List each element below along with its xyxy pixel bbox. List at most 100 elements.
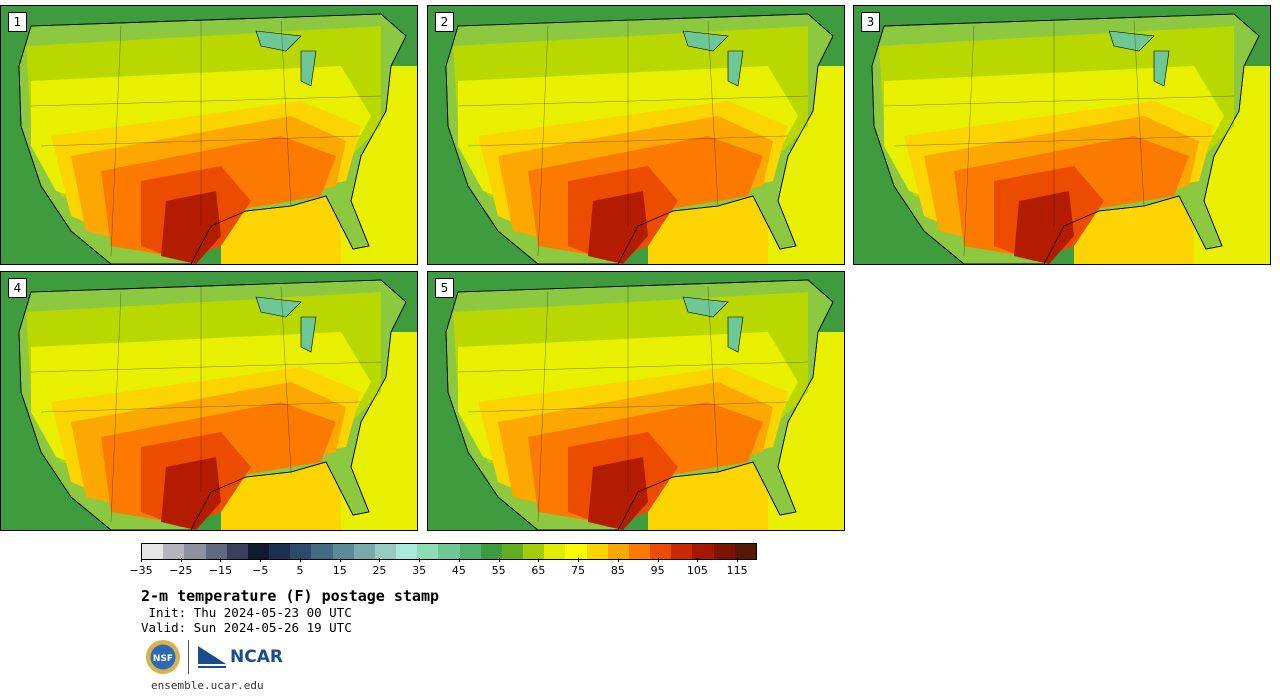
colorbar-tick-label: 55 — [491, 564, 506, 577]
colorbar-swatch — [396, 544, 418, 559]
temperature-contour — [588, 191, 648, 264]
colorbar-swatch — [417, 544, 439, 559]
ensemble-member-panel-3[interactable]: 3 — [853, 5, 1271, 265]
colorbar-tick — [419, 558, 421, 562]
ensemble-member-panel-5[interactable]: 5 — [427, 271, 845, 531]
colorbar-swatch — [459, 544, 481, 559]
temperature-map — [428, 272, 844, 530]
colorbar-tick-label: 25 — [372, 564, 387, 577]
colorbar-tick-label: −25 — [169, 564, 193, 577]
footer-link[interactable]: ensemble.ucar.edu — [151, 679, 264, 692]
temperature-contour — [1014, 191, 1074, 264]
colorbar-swatch — [438, 544, 460, 559]
colorbar-tick — [260, 558, 262, 562]
colorbar-tick-label: 105 — [686, 564, 708, 577]
colorbar-tick-label: 75 — [571, 564, 586, 577]
init-time: Init: Thu 2024-05-23 00 UTC — [141, 605, 352, 620]
ensemble-member-panel-1[interactable]: 1 — [0, 5, 418, 265]
ncar-logo-text: NCAR — [230, 647, 283, 667]
colorbar-tick — [220, 558, 222, 562]
plot-title: 2-m temperature (F) postage stamp — [141, 587, 440, 605]
coastline — [445, 13, 834, 264]
colorbar-tick-label: 95 — [650, 564, 665, 577]
temperature-map — [428, 6, 844, 264]
colorbar-swatch — [628, 544, 651, 559]
colorbar-swatch — [374, 544, 397, 559]
member-number-label: 3 — [861, 12, 880, 32]
colorbar-tick — [498, 558, 500, 562]
nsf-logo-icon: NSF — [146, 640, 180, 674]
state-borders — [457, 286, 809, 523]
valid-time: Valid: Sun 2024-05-26 19 UTC — [141, 620, 352, 635]
colorbar-swatch — [544, 544, 566, 559]
colorbar-tick-label: 45 — [451, 564, 466, 577]
great-lakes — [1108, 30, 1155, 52]
ensemble-member-panel-2[interactable]: 2 — [427, 5, 845, 265]
colorbar-swatch — [671, 544, 693, 559]
colorbar-tick — [339, 558, 341, 562]
coastline — [18, 279, 407, 530]
colorbar-swatch — [692, 544, 714, 559]
colorbar-swatch — [713, 544, 735, 559]
colorbar-swatch — [247, 544, 270, 559]
coastline — [18, 13, 407, 264]
state-borders — [883, 20, 1235, 257]
colorbar-swatch — [353, 544, 375, 559]
colorbar-swatch — [523, 544, 545, 559]
colorbar-swatch — [163, 544, 185, 559]
state-borders — [30, 286, 382, 523]
colorbar-tick — [578, 558, 580, 562]
lake-michigan — [300, 316, 317, 353]
colorbar-tick — [697, 558, 699, 562]
colorbar-tick-label: 15 — [332, 564, 347, 577]
great-lakes — [682, 296, 729, 318]
colorbar-tick-labels: −35 −25 −15 −5 5 15 25 35 45 55 65 75 85 95 105 115 — [129, 558, 757, 577]
colorbar-swatch — [607, 544, 629, 559]
colorbar-tick — [180, 558, 182, 562]
member-number-label: 2 — [435, 12, 454, 32]
colorbar-swatch — [205, 544, 227, 559]
colorbar-tick — [299, 558, 301, 562]
state-borders — [457, 20, 809, 257]
lake-michigan — [300, 50, 317, 87]
colorbar-tick — [538, 558, 540, 562]
member-number-label: 1 — [8, 12, 27, 32]
colorbar-tick-label: 65 — [531, 564, 546, 577]
great-lakes — [255, 30, 302, 52]
colorbar-tick — [379, 558, 381, 562]
colorbar-swatch — [650, 544, 672, 559]
colorbar-tick — [657, 558, 659, 562]
colorbar-tick-label: 85 — [610, 564, 625, 577]
temperature-map — [854, 6, 1270, 264]
colorbar-swatch — [586, 544, 608, 559]
lake-michigan — [727, 50, 744, 87]
great-lakes — [255, 296, 302, 318]
coastline — [871, 13, 1260, 264]
logo-row: NSF NCAR — [145, 638, 283, 676]
temperature-colorbar — [141, 543, 757, 560]
colorbar-swatch — [226, 544, 248, 559]
colorbar-swatch — [269, 544, 291, 559]
colorbar-swatch — [734, 544, 756, 559]
colorbar-tick-label: −15 — [208, 564, 233, 577]
colorbar-swatch — [565, 544, 587, 559]
colorbar-swatch — [142, 544, 164, 559]
colorbar-tick-label: 115 — [726, 564, 748, 577]
colorbar-swatch — [480, 544, 502, 559]
temperature-contour — [161, 457, 221, 530]
member-number-label: 5 — [435, 278, 454, 298]
logo-divider — [188, 640, 189, 674]
temperature-contour — [161, 191, 221, 264]
colorbar-swatch — [184, 544, 206, 559]
colorbar-tick — [141, 558, 142, 562]
state-borders — [30, 20, 382, 257]
colorbar-tick-label: −5 — [252, 564, 269, 577]
colorbar-swatch — [501, 544, 524, 559]
colorbar-tick-label: −35 — [129, 564, 153, 577]
colorbar-swatch — [290, 544, 312, 559]
colorbar-tick — [617, 558, 619, 562]
lake-michigan — [727, 316, 744, 353]
colorbar-tick — [737, 558, 739, 562]
ensemble-member-panel-4[interactable]: 4 — [0, 271, 418, 531]
lake-michigan — [1153, 50, 1170, 87]
